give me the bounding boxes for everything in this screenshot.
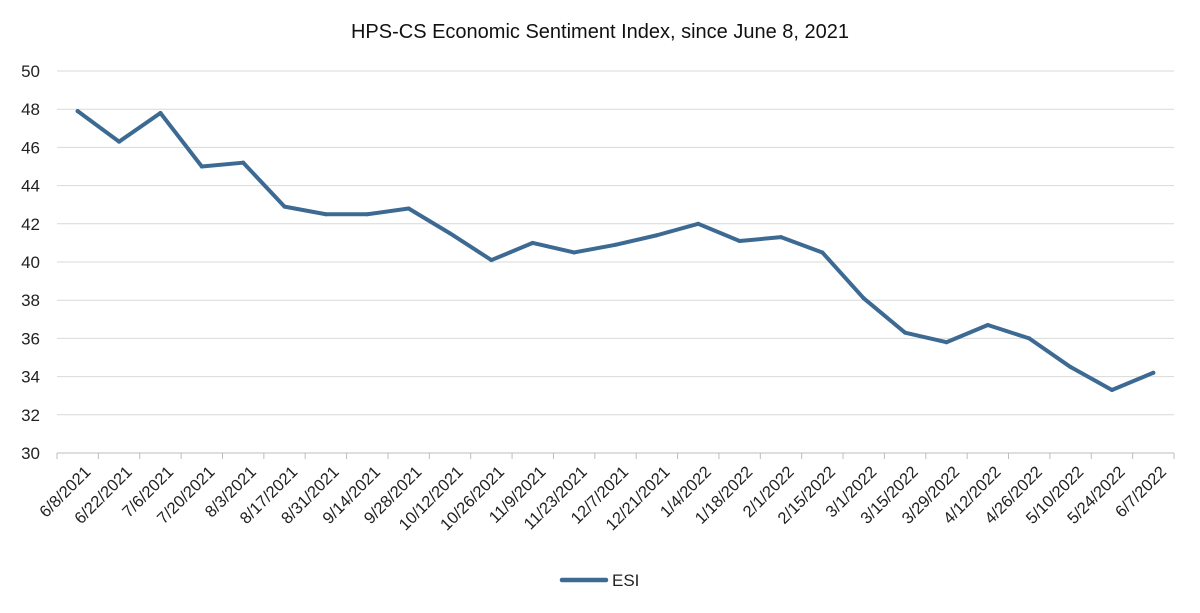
data-point — [365, 212, 370, 217]
data-point — [530, 240, 535, 245]
x-axis: 6/8/20216/22/20217/6/20217/20/20218/3/20… — [36, 463, 1170, 534]
data-point — [654, 233, 659, 238]
y-tick-label: 42 — [21, 215, 40, 234]
data-point — [117, 139, 122, 144]
data-point — [406, 206, 411, 211]
gridlines — [56, 70, 1175, 459]
data-point — [861, 296, 866, 301]
data-point — [613, 242, 618, 247]
data-point — [1068, 365, 1073, 370]
y-tick-label: 40 — [21, 253, 40, 272]
data-point — [903, 330, 908, 335]
y-tick-label: 38 — [21, 291, 40, 310]
data-point — [1109, 387, 1114, 392]
legend: ESI — [559, 571, 639, 590]
data-point — [778, 235, 783, 240]
y-tick-label: 50 — [21, 62, 40, 81]
data-point — [944, 340, 949, 345]
y-tick-label: 46 — [21, 138, 40, 157]
data-point — [489, 258, 494, 263]
y-tick-label: 32 — [21, 406, 40, 425]
data-point — [241, 160, 246, 165]
data-point — [323, 212, 328, 217]
y-tick-label: 44 — [21, 177, 40, 196]
y-tick-label: 34 — [21, 368, 40, 387]
y-tick-label: 48 — [21, 100, 40, 119]
data-point — [696, 221, 701, 226]
data-point — [282, 204, 287, 209]
data-point — [448, 231, 453, 236]
y-tick-label: 36 — [21, 329, 40, 348]
chart-title: HPS-CS Economic Sentiment Index, since J… — [351, 21, 849, 43]
data-point — [1027, 336, 1032, 341]
series-layer — [75, 109, 1156, 392]
data-point — [75, 109, 80, 114]
data-point — [572, 250, 577, 255]
legend-label-esi: ESI — [612, 571, 639, 590]
y-tick-label: 30 — [21, 444, 40, 463]
data-point — [1151, 370, 1156, 375]
series-line-esi — [75, 109, 1156, 392]
data-point — [820, 250, 825, 255]
data-point — [158, 111, 163, 116]
y-axis: 30 32 34 36 38 40 42 44 46 48 50 — [21, 62, 40, 463]
data-point — [737, 238, 742, 243]
data-point — [985, 323, 990, 328]
data-point — [199, 164, 204, 169]
